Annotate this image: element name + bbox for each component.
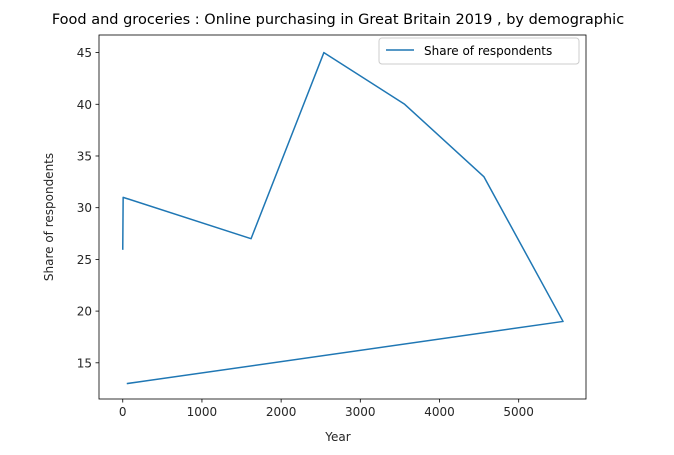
y-tick-label: 40 [77,98,92,112]
x-tick-label: 4000 [424,405,455,419]
x-tick-label: 2000 [266,405,297,419]
x-axis-label: Year [324,430,350,444]
x-axis-ticks: 0 1000 2000 3000 4000 5000 [119,399,534,419]
legend: Share of respondents [378,37,580,65]
legend-label: Share of respondents [424,44,552,58]
series-line [122,51,564,385]
x-tick-label: 1000 [187,405,218,419]
y-axis-ticks: 15 20 25 30 35 40 45 [77,46,99,370]
y-tick-label: 20 [77,305,92,319]
y-tick-label: 35 [77,149,92,163]
y-tick-label: 30 [77,201,92,215]
y-tick-label: 45 [77,46,92,60]
plot-area [98,34,587,400]
x-tick-label: 0 [119,405,127,419]
x-tick-label: 3000 [345,405,376,419]
x-tick-label: 5000 [503,405,534,419]
plot-frame [98,34,587,400]
series-layer [122,51,564,385]
y-tick-label: 15 [77,356,92,370]
chart-title: Food and groceries : Online purchasing i… [52,12,624,28]
y-axis-label: Share of respondents [42,153,56,281]
y-tick-label: 25 [77,253,92,267]
legend-box [378,37,580,65]
